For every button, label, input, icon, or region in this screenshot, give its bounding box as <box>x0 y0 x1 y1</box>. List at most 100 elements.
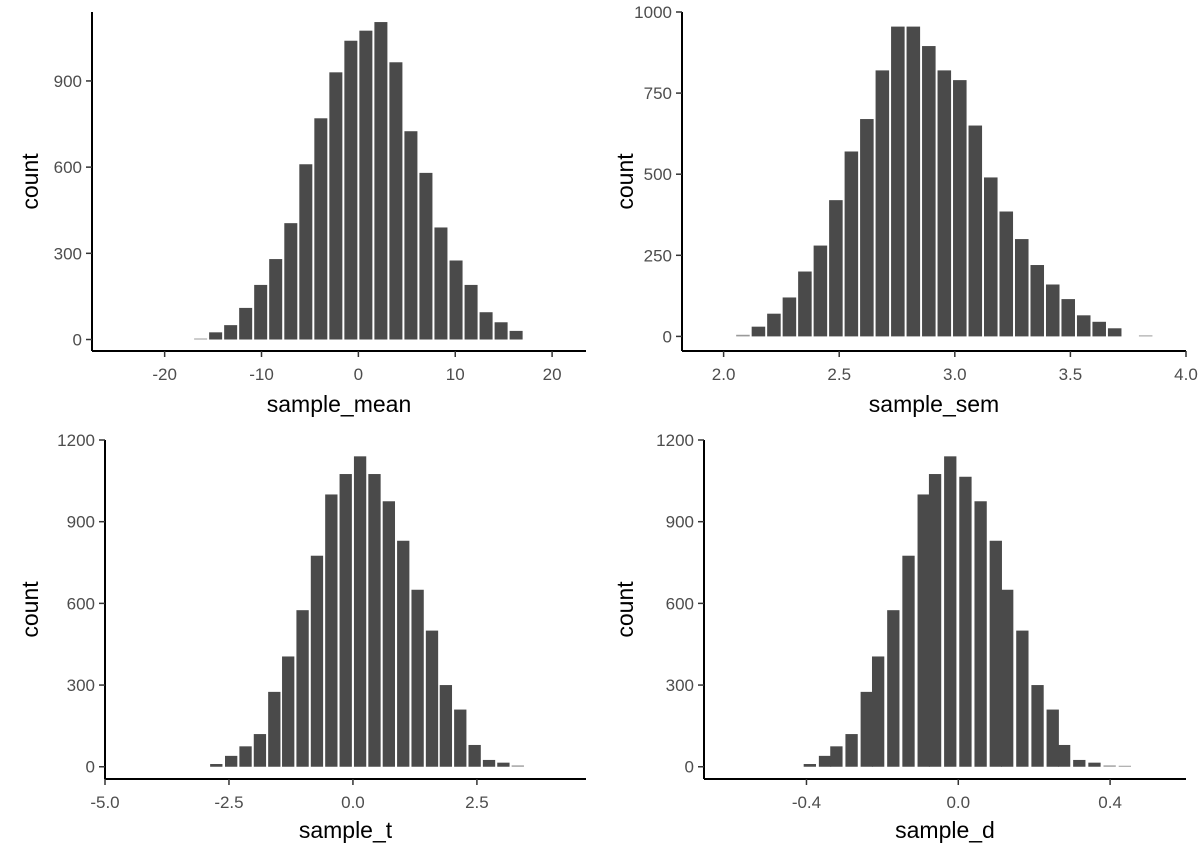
x-tick-label: -2.5 <box>214 793 243 812</box>
histogram-bar <box>509 330 523 340</box>
histogram-bar <box>368 474 381 767</box>
histogram-bar <box>339 474 352 767</box>
histogram-bar <box>468 744 481 767</box>
x-axis-title: sample_d <box>895 817 995 843</box>
x-tick-label: 0.0 <box>341 793 365 812</box>
histogram-bar <box>803 764 816 767</box>
histogram-bar <box>830 746 843 767</box>
x-axis-title: sample_t <box>299 817 393 843</box>
histogram-bar <box>860 119 874 337</box>
histogram-bar <box>1092 321 1106 337</box>
y-tick-label: 0 <box>685 758 694 777</box>
histogram-bar <box>1103 765 1116 767</box>
histogram-bar <box>813 245 828 337</box>
histogram-bar <box>937 70 952 337</box>
histogram-bar <box>254 284 268 340</box>
histogram-panel: 0 300 600 900 1200 -0.4 0.0 0.4 sample_d count <box>612 431 1186 843</box>
x-tick-label: 20 <box>543 365 562 384</box>
x-tick-label: -0.4 <box>792 793 821 812</box>
y-tick-label: 0 <box>73 331 82 350</box>
histogram-bar <box>282 656 295 767</box>
histogram-bar <box>482 759 496 767</box>
histogram-bar <box>860 691 873 767</box>
histogram-bar <box>439 685 453 767</box>
y-tick-label: 600 <box>54 158 82 177</box>
x-tick-label: 4.0 <box>1174 365 1198 384</box>
histogram-bar <box>329 72 343 340</box>
histogram-bar <box>224 325 238 340</box>
y-tick-label: 1000 <box>634 3 672 22</box>
x-tick-label: 0.0 <box>946 793 970 812</box>
histogram-bar <box>887 610 900 767</box>
histogram-bar <box>374 22 388 340</box>
x-tick-label: -10 <box>249 365 274 384</box>
histogram-bar <box>782 297 797 337</box>
histogram-bar <box>239 307 253 340</box>
x-tick-label: 2.5 <box>465 793 489 812</box>
histogram-bar <box>353 456 367 767</box>
histogram-bar <box>1138 335 1153 337</box>
histogram-bar <box>1001 589 1014 767</box>
histogram-bar <box>225 755 238 767</box>
y-tick-label: 1200 <box>656 431 694 450</box>
histogram-bar <box>968 125 983 337</box>
x-tick-label: 10 <box>446 365 465 384</box>
y-tick-label: 0 <box>663 327 672 346</box>
histogram-panel: 0 300 600 900 -20 -10 0 10 20 sample_mean count <box>17 12 586 417</box>
histogram-bar <box>194 338 208 340</box>
histogram-bar <box>989 540 1002 767</box>
x-tick-label: 0 <box>354 365 363 384</box>
histogram-bar <box>751 326 766 337</box>
x-tick-label: 2.0 <box>712 365 736 384</box>
histogram-bar <box>269 259 283 340</box>
y-axis-title: count <box>612 581 638 638</box>
histogram-bar <box>875 70 890 337</box>
histogram-bar <box>1046 709 1059 767</box>
x-tick-label: -5.0 <box>90 793 119 812</box>
y-tick-label: 300 <box>67 676 95 695</box>
y-tick-label: 250 <box>644 246 672 265</box>
histogram-bar <box>1073 759 1086 767</box>
histogram-bar <box>344 40 358 340</box>
histogram-bar <box>736 334 750 337</box>
histogram-bar <box>296 610 309 767</box>
histogram-bar <box>434 227 448 340</box>
histogram-bar <box>767 313 781 337</box>
histogram-bar <box>325 494 338 767</box>
y-axis-title: count <box>17 581 43 638</box>
histogram-bar <box>1088 762 1101 767</box>
histogram-bar <box>902 555 915 767</box>
histogram-bar <box>494 322 508 340</box>
histogram-bar <box>844 151 859 337</box>
y-tick-label: 300 <box>54 244 82 263</box>
x-tick-label: 2.5 <box>827 365 851 384</box>
histogram-bar <box>284 223 298 340</box>
histogram-bar <box>999 211 1014 337</box>
y-tick-label: 0 <box>86 758 95 777</box>
histogram-bar <box>419 172 433 340</box>
histogram-bar <box>1057 744 1071 767</box>
x-axis-title: sample_sem <box>869 391 999 417</box>
histogram-bar <box>299 164 313 340</box>
y-tick-label: 900 <box>54 72 82 91</box>
histogram-bar <box>1016 630 1029 767</box>
histogram-bar <box>449 260 463 340</box>
histogram-bar <box>1030 265 1045 337</box>
histogram-bar <box>404 131 418 340</box>
histogram-bar <box>1031 685 1044 767</box>
histogram-bar <box>845 734 858 767</box>
histogram-panel: 0 250 500 750 1000 2.0 2.5 3.0 3.5 4.0 sample_sem c… <box>612 3 1198 417</box>
histogram-bar <box>359 30 373 340</box>
histogram-bar <box>953 80 967 337</box>
histogram-bar <box>959 476 972 767</box>
histogram-bar <box>389 62 403 340</box>
histogram-bar <box>829 200 843 337</box>
histogram-bar <box>479 312 493 340</box>
histogram-bar <box>928 474 942 767</box>
histogram-bar <box>382 501 396 767</box>
histogram-bar <box>497 762 510 767</box>
histogram-bar <box>411 589 424 767</box>
histogram-bar <box>397 540 410 767</box>
